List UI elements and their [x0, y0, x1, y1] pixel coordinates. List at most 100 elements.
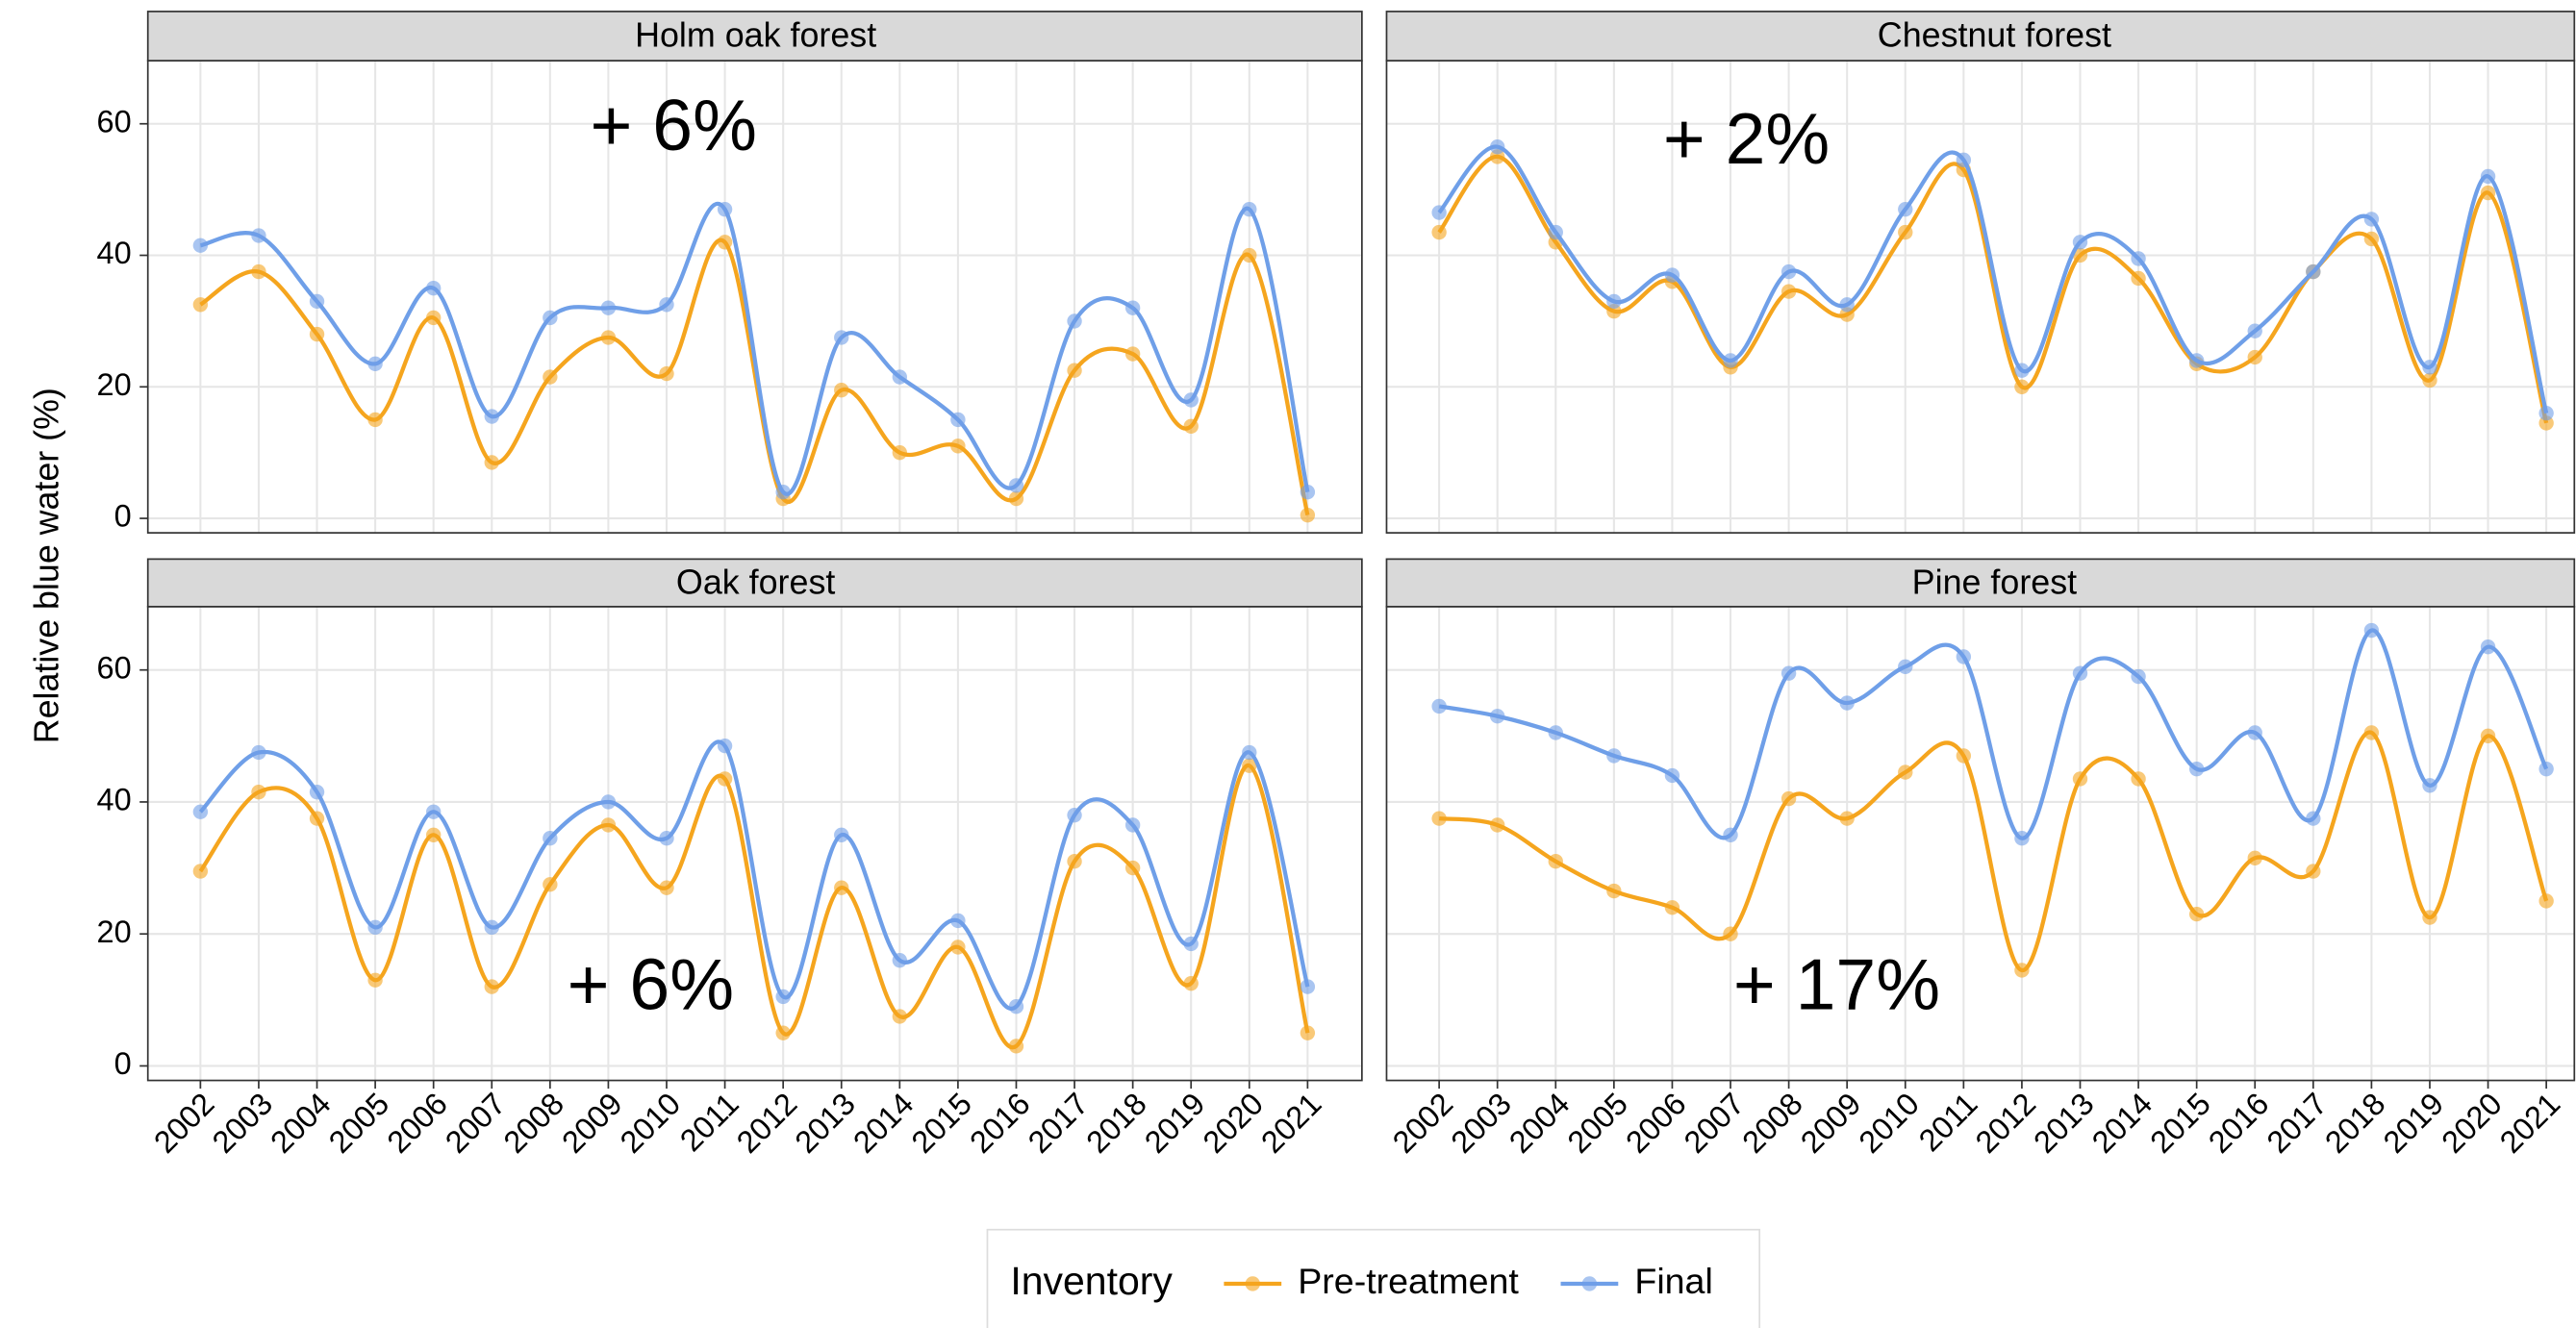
data-point: [775, 989, 791, 1005]
panel-background: [1386, 61, 2575, 534]
strip: [146, 11, 1363, 62]
data-point: [309, 784, 325, 800]
data-point: [1548, 854, 1563, 869]
data-point: [950, 913, 966, 929]
data-point: [2188, 353, 2205, 368]
data-point: [251, 263, 266, 280]
data-point: [1780, 790, 1797, 807]
x-tick-label: 2018: [2318, 1087, 2392, 1160]
x-tick-label: 2005: [322, 1087, 396, 1160]
x-tick-label: 2015: [905, 1087, 979, 1160]
data-point: [1431, 205, 1447, 220]
data-point: [543, 877, 558, 892]
x-tick-label: 2011: [673, 1087, 745, 1159]
data-point: [543, 310, 558, 326]
data-point: [1839, 811, 1855, 826]
data-point: [2363, 622, 2380, 639]
data-point: [1490, 817, 1505, 833]
data-point: [1067, 363, 1082, 378]
x-tick-label: 2010: [1853, 1087, 1927, 1160]
data-point: [1723, 926, 1738, 941]
data-point: [425, 281, 442, 296]
x-tick-label: 2003: [1444, 1087, 1518, 1160]
data-point: [600, 817, 617, 833]
legend-label: Final: [1634, 1261, 1712, 1301]
data-point: [251, 784, 266, 800]
data-point: [2422, 360, 2437, 375]
data-point: [2538, 893, 2554, 909]
x-tick-label: 2016: [2202, 1087, 2276, 1160]
data-point: [367, 919, 383, 936]
data-point: [192, 864, 209, 879]
data-point: [2480, 185, 2496, 201]
data-point: [425, 827, 442, 842]
data-point: [1606, 883, 1622, 899]
data-point: [600, 300, 617, 315]
legend-swatch-point: [1245, 1276, 1260, 1291]
x-tick-label: 2009: [1794, 1087, 1868, 1160]
series-line: [1437, 144, 2549, 414]
data-point: [950, 940, 966, 955]
data-point: [2306, 864, 2321, 879]
data-point: [717, 771, 733, 787]
data-point: [2131, 771, 2146, 787]
x-tick-label: 2015: [2143, 1087, 2217, 1160]
data-point: [425, 310, 442, 326]
data-point: [1183, 936, 1199, 952]
data-point: [1067, 854, 1082, 869]
x-tick-label: 2016: [963, 1087, 1037, 1160]
data-point: [484, 979, 499, 994]
data-point: [1242, 247, 1257, 263]
x-tick-label: 2021: [2493, 1087, 2567, 1160]
y-axis-label: Relative blue water (%): [28, 388, 66, 743]
data-point: [2538, 761, 2554, 777]
x-tick-label: 2006: [1619, 1087, 1693, 1160]
data-point: [192, 804, 209, 819]
strip-title: Holm oak forest: [635, 16, 876, 55]
data-point: [1124, 300, 1141, 315]
data-point: [192, 297, 209, 313]
data-point: [2306, 263, 2321, 280]
data-point: [251, 744, 266, 761]
data-point: [484, 409, 499, 424]
data-point: [2480, 728, 2496, 744]
data-point: [1956, 649, 1972, 664]
data-point: [659, 297, 674, 313]
data-point: [1898, 764, 1913, 780]
data-point: [2131, 668, 2146, 685]
data-point: [1008, 999, 1024, 1015]
data-point: [367, 972, 383, 988]
data-point: [1124, 860, 1141, 876]
annotation: + 2%: [1663, 98, 1830, 179]
x-tick-label: 2006: [380, 1087, 454, 1160]
y-tick-label: 40: [97, 783, 132, 817]
data-point: [1300, 485, 1316, 500]
x-tick-label: 2010: [614, 1087, 688, 1160]
x-tick-label: 2014: [2085, 1087, 2159, 1160]
data-point: [717, 201, 733, 217]
data-point: [950, 412, 966, 428]
data-point: [950, 438, 966, 454]
data-point: [1664, 900, 1680, 915]
data-point: [1898, 224, 1913, 240]
data-point: [2306, 811, 2321, 826]
x-tick-label: 2008: [1735, 1087, 1809, 1160]
data-point: [1431, 698, 1447, 714]
data-point: [2014, 831, 2030, 846]
data-point: [775, 485, 791, 500]
legend-box: [986, 1228, 1761, 1328]
data-point: [2072, 771, 2088, 787]
data-point: [2480, 639, 2496, 655]
x-tick-label: 2019: [2377, 1087, 2451, 1160]
x-tick-label: 2017: [2260, 1087, 2335, 1160]
data-point: [425, 804, 442, 819]
strip: [1385, 558, 2576, 608]
data-point: [1067, 808, 1082, 823]
data-point: [1780, 284, 1797, 299]
data-point: [1606, 748, 1622, 764]
strip-title: Oak forest: [676, 563, 835, 601]
annotation: + 6%: [591, 85, 757, 165]
x-tick-label: 2012: [1969, 1087, 2043, 1160]
data-point: [600, 330, 617, 345]
data-point: [2247, 725, 2262, 740]
